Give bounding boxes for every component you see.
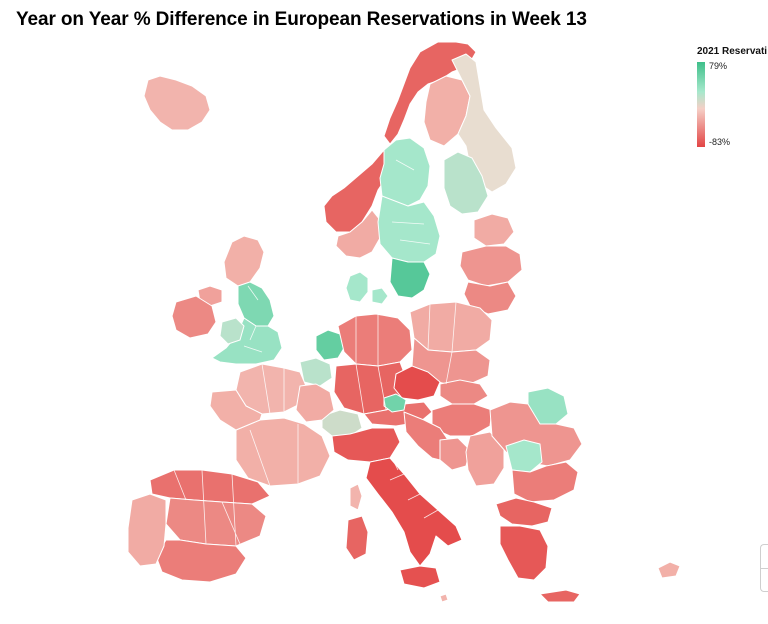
region-france-south[interactable] xyxy=(235,417,331,487)
region-iceland[interactable] xyxy=(143,75,211,131)
region-spain-central[interactable] xyxy=(165,497,267,547)
region-slovenia[interactable] xyxy=(383,393,407,413)
region-bulgaria-south[interactable] xyxy=(511,461,579,503)
region-sweden-central[interactable] xyxy=(377,195,441,263)
legend-gradient-bar xyxy=(697,62,705,147)
region-belgium[interactable] xyxy=(299,357,333,387)
region-italy-south[interactable] xyxy=(365,457,463,567)
region-norway-north[interactable] xyxy=(383,41,477,145)
region-greece-north[interactable] xyxy=(495,497,553,527)
region-ireland[interactable] xyxy=(171,295,217,339)
legend-title: 2021 Reservati xyxy=(697,46,768,57)
region-sicily[interactable] xyxy=(399,565,441,589)
region-lithuania[interactable] xyxy=(463,281,517,315)
zoom-control[interactable] xyxy=(760,544,768,592)
region-czechia[interactable] xyxy=(393,365,441,401)
region-france-east[interactable] xyxy=(295,383,335,423)
region-greece-south[interactable] xyxy=(499,525,549,581)
region-estonia[interactable] xyxy=(473,213,515,247)
region-spain-north[interactable] xyxy=(149,469,271,505)
region-cyprus[interactable] xyxy=(657,561,681,579)
region-england-south[interactable] xyxy=(211,317,283,365)
map-title: Year on Year % Difference in European Re… xyxy=(16,9,587,30)
region-italy-north[interactable] xyxy=(331,427,401,463)
region-finland-south[interactable] xyxy=(443,151,489,215)
color-legend: 2021 Reservati 79% -83% xyxy=(697,46,768,156)
legend-max-label: 79% xyxy=(709,61,728,71)
region-sweden-north[interactable] xyxy=(379,137,431,207)
region-netherlands[interactable] xyxy=(315,329,345,361)
region-sardinia[interactable] xyxy=(345,515,369,561)
region-corsica[interactable] xyxy=(349,483,363,511)
region-portugal[interactable] xyxy=(127,493,167,567)
region-malta[interactable] xyxy=(439,593,449,603)
region-slovakia[interactable] xyxy=(439,379,489,405)
legend-min-label: -83% xyxy=(709,137,731,147)
region-denmark[interactable] xyxy=(345,271,389,305)
region-norway-south[interactable] xyxy=(335,209,381,259)
region-wales[interactable] xyxy=(219,317,245,345)
region-bulgaria-north[interactable] xyxy=(505,439,543,473)
region-latvia[interactable] xyxy=(459,245,523,287)
zoom-control-divider xyxy=(761,568,768,569)
region-crete[interactable] xyxy=(539,589,581,603)
region-finland-central[interactable] xyxy=(451,53,517,193)
region-bosnia[interactable] xyxy=(439,437,471,471)
region-germany-north[interactable] xyxy=(337,313,413,367)
region-sweden-south[interactable] xyxy=(389,257,431,299)
region-spain-south[interactable] xyxy=(155,539,247,583)
region-scotland[interactable] xyxy=(223,235,265,287)
region-england-north[interactable] xyxy=(237,281,275,327)
region-france-west[interactable] xyxy=(209,389,263,431)
